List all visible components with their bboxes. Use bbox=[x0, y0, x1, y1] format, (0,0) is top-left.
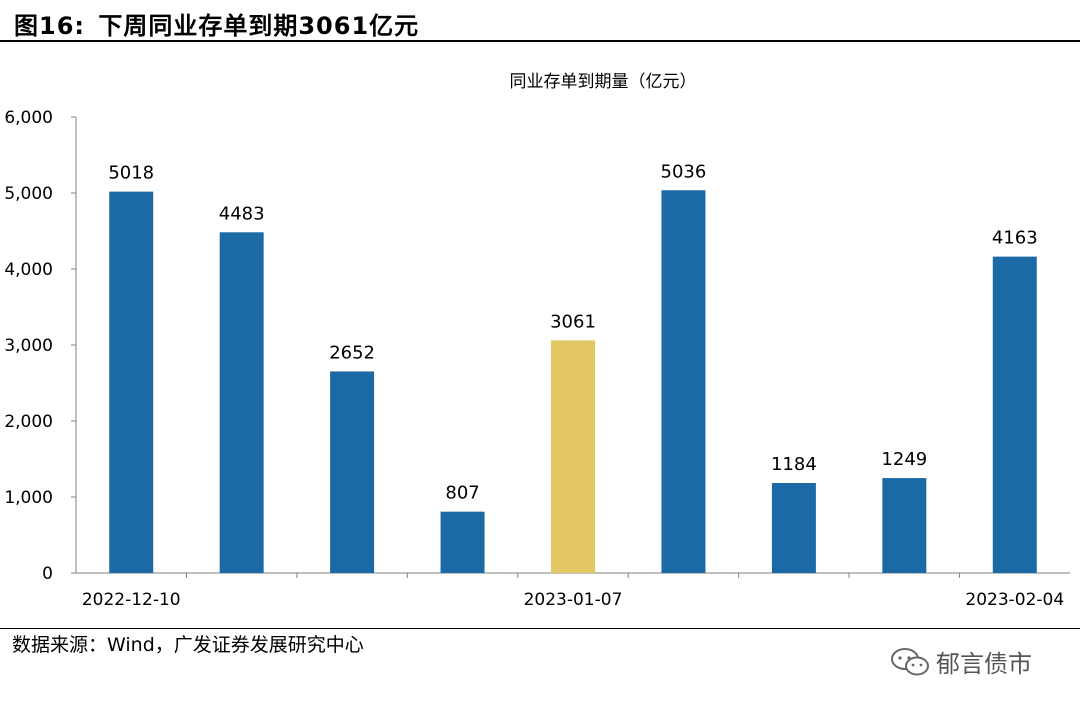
bar bbox=[219, 232, 264, 574]
data-label: 2652 bbox=[329, 342, 375, 363]
y-axis: 0 1,000 2,000 3,000 4,000 5,000 6,000 bbox=[4, 108, 77, 584]
x-tick-label: 2023-01-07 bbox=[524, 590, 623, 610]
data-label: 1249 bbox=[881, 449, 927, 470]
chart-title: 同业存单到期量（亿元） bbox=[510, 72, 697, 92]
watermark: 郁言债市 bbox=[890, 644, 1032, 679]
x-tick-label: 2023-02-04 bbox=[965, 590, 1064, 610]
y-tick-label: 3,000 bbox=[4, 336, 53, 356]
x-tick-label: 2022-12-10 bbox=[82, 590, 181, 610]
bar-chart: 同业存单到期量（亿元） 0 1,000 2,000 3,000 4,000 5,000 6,… bbox=[4, 72, 1070, 610]
data-label: 3061 bbox=[550, 311, 596, 332]
bar bbox=[882, 478, 927, 573]
data-label: 4163 bbox=[992, 228, 1038, 249]
y-tick-label: 5,000 bbox=[4, 184, 53, 204]
y-tick-label: 0 bbox=[42, 564, 53, 584]
bars-group bbox=[109, 190, 1037, 574]
data-label: 5036 bbox=[661, 161, 707, 182]
figure-label: 图16: bbox=[14, 12, 85, 40]
y-tick-label: 2,000 bbox=[4, 412, 53, 432]
data-label: 4483 bbox=[219, 203, 265, 224]
bar bbox=[440, 511, 485, 573]
source-note: 数据来源：Wind，广发证券发展研究中心 bbox=[12, 634, 364, 656]
y-tick-label: 1,000 bbox=[4, 488, 53, 508]
bar bbox=[330, 371, 375, 573]
figure-title-text: 下周同业存单到期3061亿元 bbox=[98, 12, 420, 40]
y-tick-label: 4,000 bbox=[4, 260, 53, 280]
data-label: 807 bbox=[445, 483, 479, 504]
bar bbox=[551, 340, 595, 573]
source-divider bbox=[0, 628, 1080, 629]
bar bbox=[109, 191, 154, 573]
figure-title: 图16: 下周同业存单到期3061亿元 bbox=[14, 6, 419, 41]
wechat-icon bbox=[890, 647, 930, 677]
bar bbox=[661, 190, 706, 574]
data-labels-group: 5018 4483 2652 807 3061 5036 1184 1249 4163 bbox=[108, 161, 1037, 503]
y-tick-label: 6,000 bbox=[4, 108, 53, 128]
title-divider bbox=[0, 40, 1080, 42]
x-axis: 2022-12-10 2023-01-07 2023-02-04 bbox=[76, 572, 1070, 610]
data-label: 5018 bbox=[108, 163, 154, 184]
data-label: 1184 bbox=[771, 454, 817, 475]
bar bbox=[771, 483, 816, 573]
bar bbox=[992, 256, 1037, 573]
watermark-text: 郁言债市 bbox=[936, 650, 1032, 678]
